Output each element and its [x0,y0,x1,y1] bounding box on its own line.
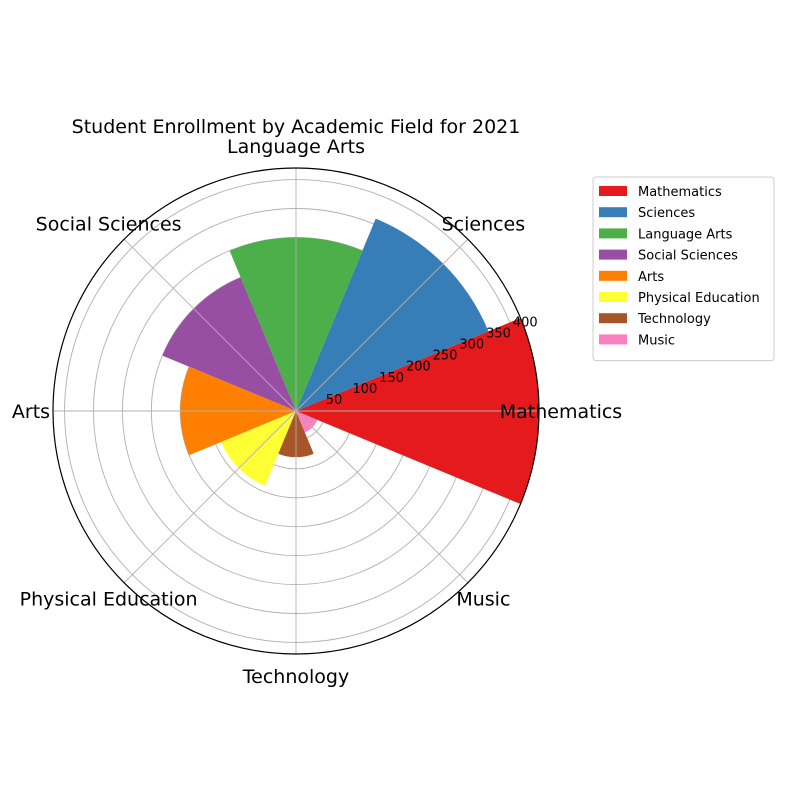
chart-title: Student Enrollment by Academic Field for… [72,116,521,138]
angular-gridline-social-sciences [123,238,297,412]
polar-frame [52,167,540,655]
angular-gridlines [53,168,539,654]
legend-swatch-physical-education [599,292,627,302]
legend-label-physical-education: Physical Education [638,291,760,306]
r-tick-label-200: 200 [406,360,431,375]
r-tick-label-150: 150 [379,371,404,386]
legend-swatch-language-arts [599,228,627,239]
legend-swatch-mathematics [599,186,627,196]
category-label-music: Music [456,588,510,610]
legend-label-mathematics: Mathematics [638,185,722,200]
legend-label-arts: Arts [638,270,664,285]
category-label-technology: Technology [242,666,349,688]
legend-swatch-technology [599,313,627,324]
bars-group [162,218,540,504]
angular-gridline-physical-education [123,410,297,584]
angular-gridline-music [295,410,469,584]
legend-label-language-arts: Language Arts [638,227,733,242]
category-label-language-arts: Language Arts [227,136,365,158]
legend-swatch-social-sciences [599,249,627,260]
category-labels: Mathematics Sciences Language Arts Social S… [12,136,622,688]
legend-label-sciences: Sciences [638,206,695,221]
category-label-sciences: Sciences [442,214,526,236]
legend-label-music: Music [638,333,675,348]
category-label-mathematics: Mathematics [500,401,622,423]
r-tick-label-50: 50 [326,393,343,408]
legend-label-social-sciences: Social Sciences [638,249,738,264]
category-label-arts: Arts [12,401,50,423]
legend: Mathematics Sciences Language Arts Social S… [592,176,775,362]
category-label-social-sciences: Social Sciences [36,214,182,236]
category-label-physical-education: Physical Education [20,588,198,610]
r-tick-label-250: 250 [433,349,458,364]
legend-swatch-music [599,334,627,345]
legend-frame [592,176,775,362]
legend-swatch-arts [599,270,627,281]
r-tick-label-350: 350 [486,327,511,342]
r-tick-label-300: 300 [459,338,484,353]
r-tick-label-100: 100 [352,382,377,397]
legend-swatch-sciences [599,207,627,218]
legend-label-technology: Technology [637,312,711,327]
r-tick-label-400: 400 [513,315,538,330]
angular-gridline-sciences [295,238,469,412]
